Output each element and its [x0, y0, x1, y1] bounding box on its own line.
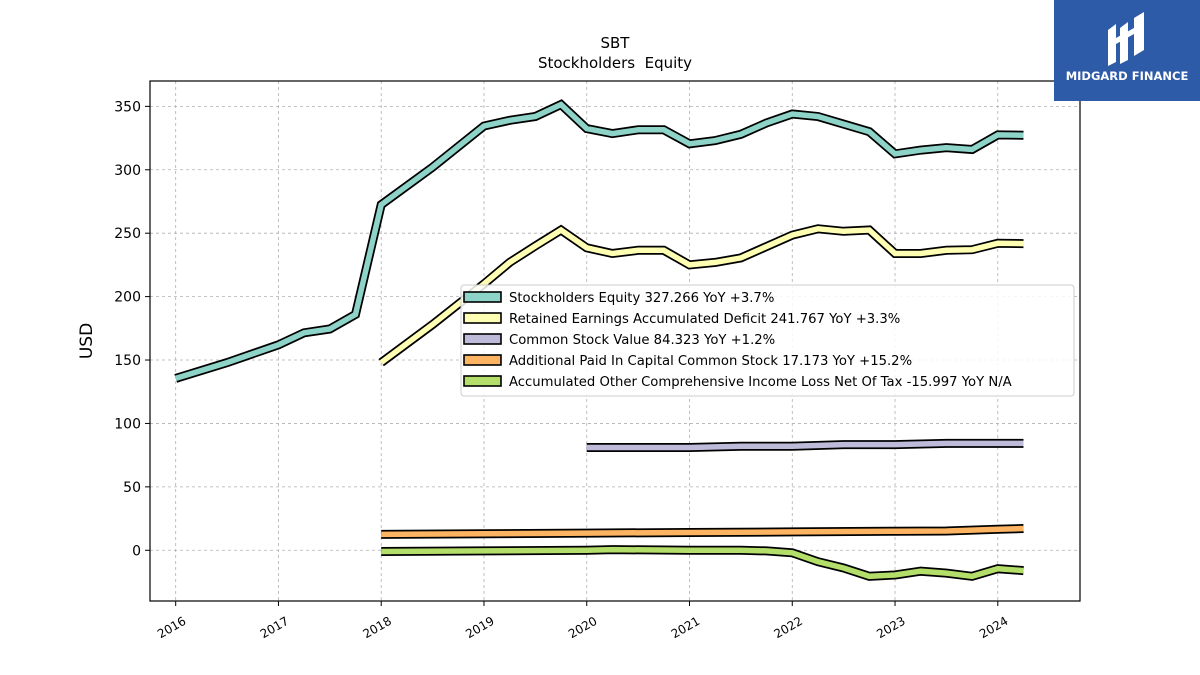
y-tick-label: 150: [114, 353, 141, 369]
series-line: [174, 101, 1024, 382]
brand-name: MIDGARD FINANCE: [1065, 69, 1189, 83]
y-tick-label: 50: [123, 480, 141, 496]
legend-swatch: [463, 354, 502, 366]
legend-item: Stockholders Equity 327.266 YoY +3.7%: [463, 291, 774, 306]
series-line: [586, 440, 1024, 451]
x-tick-label: 2016: [155, 614, 188, 641]
legend-item: Retained Earnings Accumulated Deficit 24…: [463, 312, 900, 327]
y-tick-label: 100: [114, 416, 141, 432]
series-3: [381, 524, 1024, 539]
legend-swatch: [463, 375, 502, 387]
x-tick-label: 2021: [669, 614, 702, 641]
series-0: [174, 99, 1024, 383]
plot-frame: [149, 80, 1081, 602]
y-axis-label: USD: [77, 323, 97, 359]
series-lines: [174, 99, 1024, 581]
x-tick-label: 2018: [360, 614, 393, 641]
chart-title: SBT: [601, 34, 631, 52]
x-tick-label: 2020: [566, 614, 599, 641]
legend-label: Common Stock Value 84.323 YoY +1.2%: [509, 333, 775, 348]
series-line: [381, 525, 1024, 538]
y-tick-label: 200: [114, 290, 141, 306]
series-line: [381, 546, 1024, 580]
x-tick-label: 2023: [874, 614, 907, 641]
legend-label: Accumulated Other Comprehensive Income L…: [509, 375, 1012, 390]
legend-item: Additional Paid In Capital Common Stock …: [463, 354, 912, 369]
x-tick-label: 2017: [258, 614, 291, 641]
legend: Stockholders Equity 327.266 YoY +3.7% Ret…: [460, 284, 1075, 397]
series-2: [586, 438, 1024, 452]
series-4: [381, 545, 1024, 581]
legend-label: Retained Earnings Accumulated Deficit 24…: [509, 312, 900, 327]
x-tick-label: 2019: [463, 614, 496, 641]
y-tick-label: 300: [114, 163, 141, 179]
x-tick-label: 2024: [977, 614, 1010, 641]
y-tick-label: 250: [114, 226, 141, 242]
x-tick-label: 2022: [772, 614, 805, 641]
y-axis: 0 50 100 150 200 250 300 350: [114, 99, 150, 559]
y-tick-label: 0: [132, 543, 141, 559]
legend-swatch: [463, 312, 502, 324]
legend-item: Accumulated Other Comprehensive Income L…: [463, 375, 1012, 390]
series-line: [379, 226, 1024, 365]
brand-logo: MIDGARD FINANCE: [1054, 0, 1200, 101]
legend-item: Common Stock Value 84.323 YoY +1.2%: [463, 333, 775, 348]
legend-swatch: [463, 291, 502, 303]
brand-mark-icon: [1108, 12, 1144, 66]
chart-subtitle: Stockholders Equity: [538, 54, 692, 72]
legend-label: Stockholders Equity 327.266 YoY +3.7%: [509, 291, 774, 306]
x-axis: 2016 2017 2018 2019 2020 2021 2022 2023 2024: [155, 601, 1011, 641]
series-1: [378, 224, 1024, 367]
y-tick-label: 350: [114, 99, 141, 115]
legend-box: [460, 284, 1075, 397]
legend-label: Additional Paid In Capital Common Stock …: [509, 354, 912, 369]
legend-swatch: [463, 333, 502, 345]
